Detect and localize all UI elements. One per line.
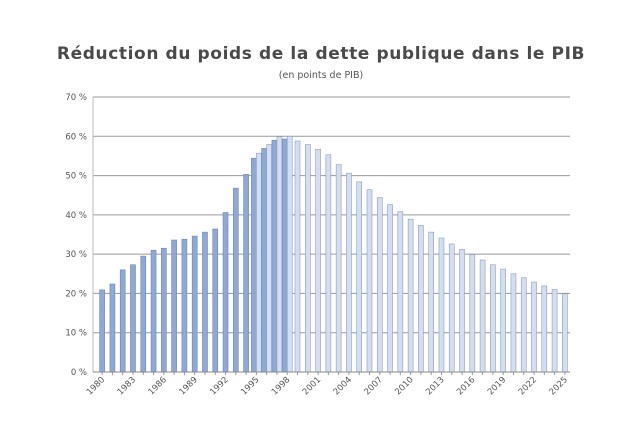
bar-2023-projection	[541, 285, 548, 373]
x-tick-label: 2001	[301, 375, 323, 397]
bar-1998-projection	[286, 135, 293, 373]
bar-2006-projection	[366, 189, 373, 373]
y-tick-label: 60 %	[65, 132, 87, 142]
x-tick-label: 1995	[239, 375, 261, 397]
x-tick-label: 2004	[332, 375, 354, 397]
bar-2020-projection	[510, 273, 517, 373]
bar-2019-projection	[500, 268, 506, 373]
bar-1998	[281, 138, 288, 373]
bar-2008-projection	[387, 204, 393, 373]
bar-2018-projection	[490, 264, 496, 373]
bar-1999-projection	[294, 140, 301, 373]
x-tick-label: 1983	[116, 375, 138, 397]
x-tick-label: 1986	[147, 375, 169, 397]
bar-2013-projection	[438, 237, 445, 373]
bar-2009-projection	[397, 211, 404, 373]
bar-2010-projection	[407, 218, 414, 373]
x-tick-label: 2007	[363, 375, 385, 397]
y-tick-label: 30 %	[65, 250, 87, 260]
bar-1988	[181, 238, 188, 373]
bar-2004-projection	[346, 172, 352, 373]
bar-1987	[171, 239, 177, 373]
x-tick-label: 1992	[208, 375, 230, 397]
x-tick-label: 1980	[85, 375, 107, 397]
bar-1985	[150, 249, 157, 373]
y-tick-label: 20 %	[65, 289, 87, 299]
x-tick-label: 2010	[393, 375, 415, 397]
bar-2017-projection	[479, 259, 486, 373]
bar-1991	[212, 228, 219, 373]
bar-2025-projection	[562, 293, 568, 373]
bar-1980	[99, 289, 105, 373]
x-tick-label: 1998	[270, 375, 292, 397]
chart-subtitle: (en points de PIB)	[278, 70, 364, 81]
y-tick-label: 10 %	[65, 329, 87, 339]
bar-2012-projection	[428, 231, 434, 373]
bar-2022-projection	[531, 281, 537, 373]
bar-1994	[243, 174, 249, 373]
bar-2003-projection	[335, 164, 342, 373]
bar-2007-projection	[376, 197, 383, 373]
bar-2016-projection	[469, 254, 476, 373]
bar-1984	[140, 255, 147, 373]
bar-1982	[119, 269, 126, 373]
bar-2002-projection	[325, 154, 332, 373]
bar-2014-projection	[448, 243, 455, 373]
bar-1996-projection	[266, 144, 272, 373]
bar-2001-projection	[315, 148, 321, 373]
bar-1981	[109, 283, 116, 373]
chart-title: Réduction du poids de la dette publique …	[56, 44, 586, 64]
bar-1992	[222, 212, 229, 373]
bar-1997	[271, 139, 278, 373]
y-tick-label: 50 %	[65, 172, 87, 182]
bar-1997-projection	[276, 136, 283, 373]
x-tick-label: 2013	[424, 375, 446, 397]
bar-1993	[233, 187, 239, 373]
bar-2005-projection	[356, 181, 363, 373]
bar-1983	[130, 264, 136, 373]
bar-1986	[161, 247, 167, 373]
bar-1990	[202, 231, 208, 373]
bar-2024-projection	[551, 289, 558, 373]
x-tick-label: 2022	[517, 375, 539, 397]
bar-1996	[261, 148, 267, 373]
bar-1989	[191, 235, 198, 373]
bar-2011-projection	[418, 225, 424, 373]
bar-2021-projection	[520, 277, 527, 373]
bar-2015-projection	[459, 249, 465, 373]
bar-1995-projection	[256, 152, 262, 373]
x-tick-label: 2019	[486, 375, 508, 397]
x-tick-label: 2016	[455, 375, 477, 397]
bar-1995	[251, 157, 257, 373]
y-tick-label: 0 %	[71, 368, 87, 378]
x-tick-label: 2025	[548, 375, 570, 397]
y-tick-label: 70 %	[65, 93, 87, 103]
x-tick-label: 1989	[177, 375, 199, 397]
bar-2000-projection	[304, 144, 311, 373]
y-tick-label: 40 %	[65, 211, 87, 221]
